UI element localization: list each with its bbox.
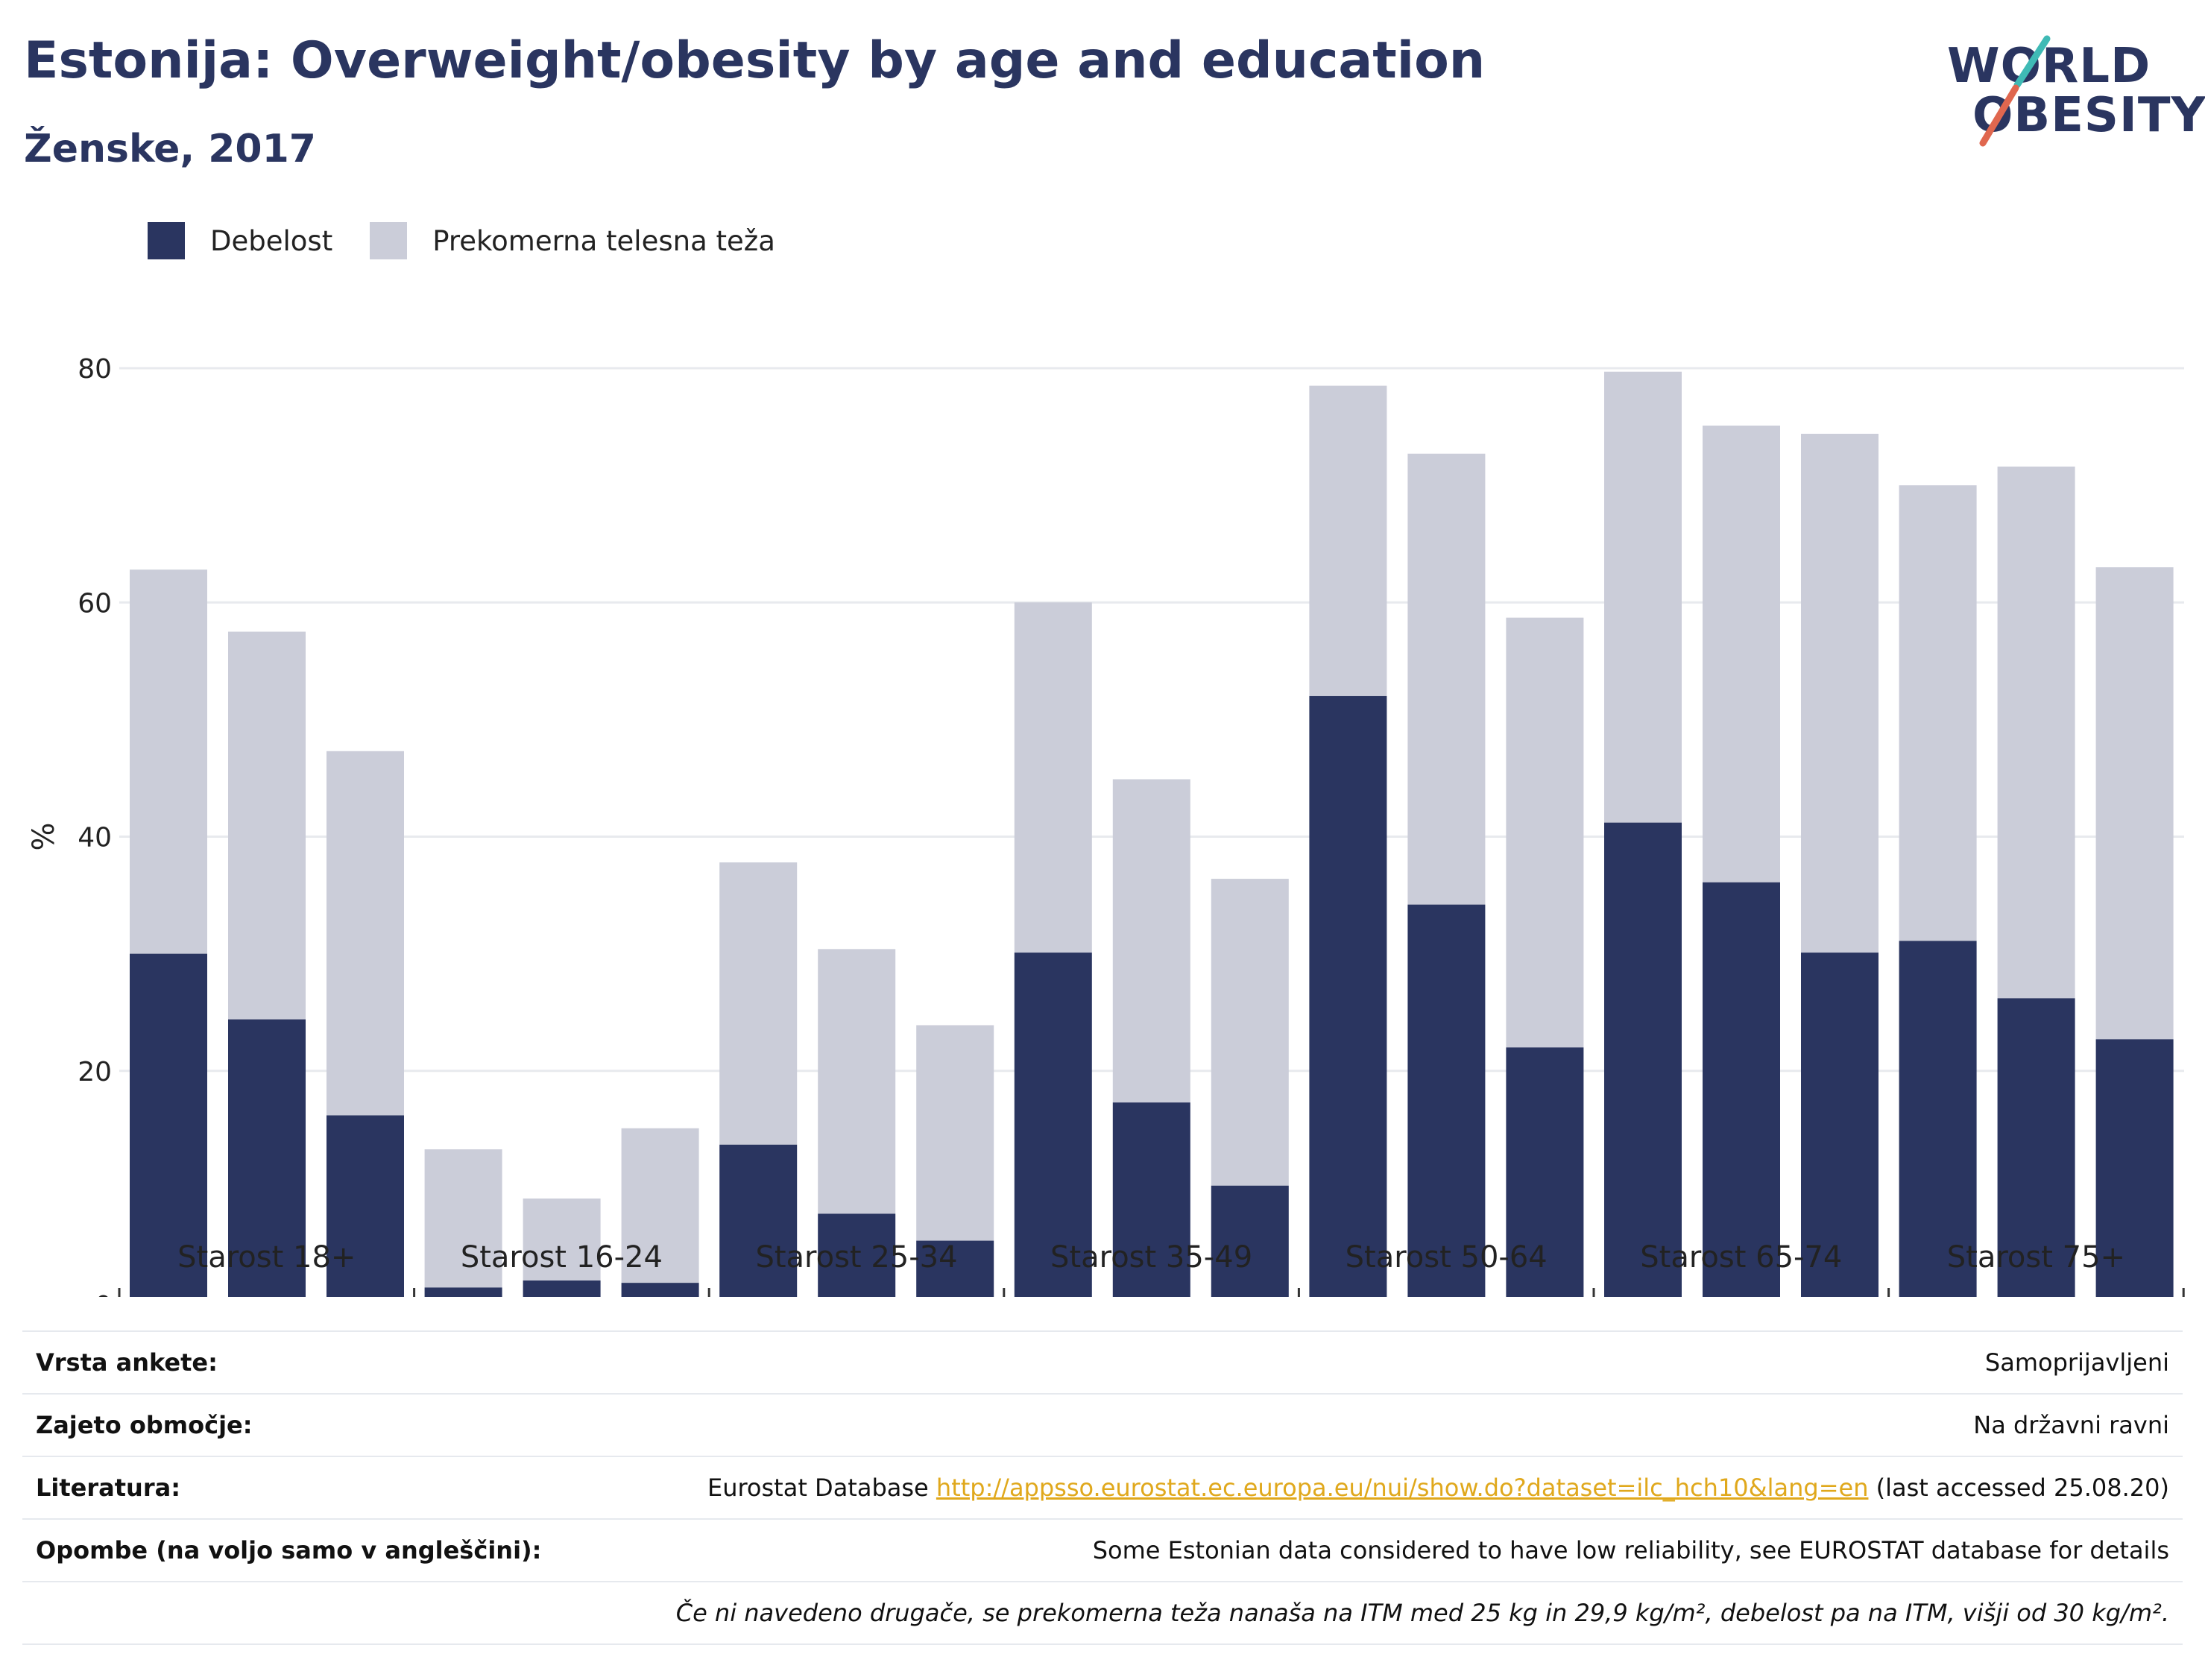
legend-item-obesity: Debelost [148, 222, 332, 259]
bar-overweight [424, 1149, 502, 1288]
bar-overweight [1309, 385, 1387, 696]
bar-obesity [1211, 1185, 1289, 1297]
bar-obesity [523, 1280, 601, 1297]
coverage-value: Na državni ravni [1973, 1411, 2169, 1439]
bar-obesity [1309, 695, 1387, 1297]
info-row-survey: Vrsta ankete: Samoprijavljeni [22, 1330, 2183, 1393]
logo-slash-icon [1979, 35, 2051, 147]
bar-obesity [1506, 1047, 1584, 1297]
bar-overweight [1407, 453, 1486, 905]
logo-line-1: WORLD [1947, 39, 2151, 94]
literature-suffix: (last accessed 25.08.20) [1868, 1474, 2169, 1502]
info-row-notes: Opombe (na voljo samo v angleščini): Som… [22, 1518, 2183, 1581]
group-label: Starost 25-34 [755, 1240, 957, 1275]
bar-overweight [719, 862, 798, 1145]
bar-overweight [1211, 879, 1289, 1186]
group-label: Starost 75+ [1947, 1240, 2125, 1275]
info-row-definition: Če ni navedeno drugače, se prekomerna te… [22, 1581, 2183, 1645]
bar-overweight [2095, 567, 2174, 1040]
bar-obesity [818, 1213, 896, 1297]
y-tick-label: 0 [95, 1291, 112, 1297]
bar-overweight [621, 1128, 699, 1283]
stacked-bar-chart: 020406080%0.–2. stopnja3.–4. stopnja5.–8… [27, 354, 2185, 1297]
bar-obesity [1112, 1102, 1190, 1297]
legend-label-obesity: Debelost [210, 224, 333, 257]
bar-obesity [621, 1283, 699, 1297]
literature-label: Literatura: [36, 1474, 180, 1502]
bar-overweight [523, 1199, 601, 1281]
bar-obesity [1997, 998, 2075, 1297]
bar-overweight [1014, 602, 1092, 953]
bar-obesity [2095, 1039, 2174, 1297]
legend: Debelost Prekomerna telesna teža [148, 221, 813, 261]
y-tick-label: 60 [78, 588, 112, 619]
group-label: Starost 65-74 [1640, 1240, 1842, 1275]
info-row-coverage: Zajeto območje: Na državni ravni [22, 1393, 2183, 1456]
coverage-label: Zajeto območje: [36, 1411, 253, 1439]
y-tick-label: 40 [78, 823, 112, 853]
bar-overweight [1899, 485, 1977, 941]
group-label: Starost 35-49 [1050, 1240, 1252, 1275]
literature-link[interactable]: http://appsso.eurostat.ec.europa.eu/nui/… [936, 1474, 1869, 1502]
bar-overweight [1604, 371, 1682, 823]
bar-obesity [719, 1144, 798, 1297]
group-label: Starost 50-64 [1346, 1240, 1548, 1275]
bar-obesity [916, 1240, 994, 1297]
legend-swatch-obesity [148, 222, 185, 259]
bar-obesity [1014, 953, 1092, 1297]
bar-overweight [228, 631, 306, 1020]
bar-overweight [1997, 466, 2075, 999]
literature-value: Eurostat Database http://appsso.eurostat… [707, 1474, 2169, 1502]
notes-value: Some Estonian data considered to have lo… [1092, 1536, 2169, 1564]
world-obesity-logo: WORLD OBESITY [1938, 30, 2205, 157]
group-label: Starost 16-24 [461, 1240, 663, 1275]
legend-item-overweight: Prekomerna telesna teža [370, 222, 775, 259]
bar-obesity [424, 1287, 502, 1297]
bar-obesity [1407, 904, 1486, 1297]
bar-overweight [1112, 779, 1190, 1103]
bar-obesity [327, 1115, 404, 1297]
bar-overweight [1703, 425, 1780, 882]
bar-overweight [1801, 433, 1878, 953]
info-table: Vrsta ankete: Samoprijavljeni Zajeto obm… [22, 1330, 2183, 1645]
legend-label-overweight: Prekomerna telesna teža [432, 224, 775, 257]
bar-obesity [1899, 941, 1977, 1297]
y-tick-label: 80 [78, 354, 112, 385]
legend-swatch-overweight [370, 222, 408, 259]
chart-title: Estonija: Overweight/obesity by age and … [24, 31, 1486, 90]
bar-overweight [818, 949, 896, 1214]
bar-overweight [1506, 617, 1584, 1048]
bar-obesity [228, 1019, 306, 1297]
y-tick-label: 20 [78, 1057, 112, 1087]
bar-obesity [130, 953, 207, 1297]
literature-prefix: Eurostat Database [707, 1474, 936, 1502]
definition-note: Če ni navedeno drugače, se prekomerna te… [675, 1599, 2169, 1627]
bar-overweight [916, 1025, 994, 1241]
bar-obesity [1604, 822, 1682, 1297]
info-row-literature: Literatura: Eurostat Database http://app… [22, 1456, 2183, 1518]
bar-overweight [327, 751, 404, 1116]
notes-label: Opombe (na voljo samo v angleščini): [36, 1536, 542, 1564]
chart-subtitle: Ženske, 2017 [24, 127, 316, 171]
bar-obesity [1801, 953, 1878, 1297]
survey-label: Vrsta ankete: [36, 1348, 218, 1377]
y-axis-label: % [27, 822, 61, 850]
bar-obesity [1703, 882, 1780, 1297]
group-label: Starost 18+ [177, 1240, 356, 1275]
bar-overweight [130, 569, 207, 954]
survey-value: Samoprijavljeni [1984, 1348, 2169, 1377]
